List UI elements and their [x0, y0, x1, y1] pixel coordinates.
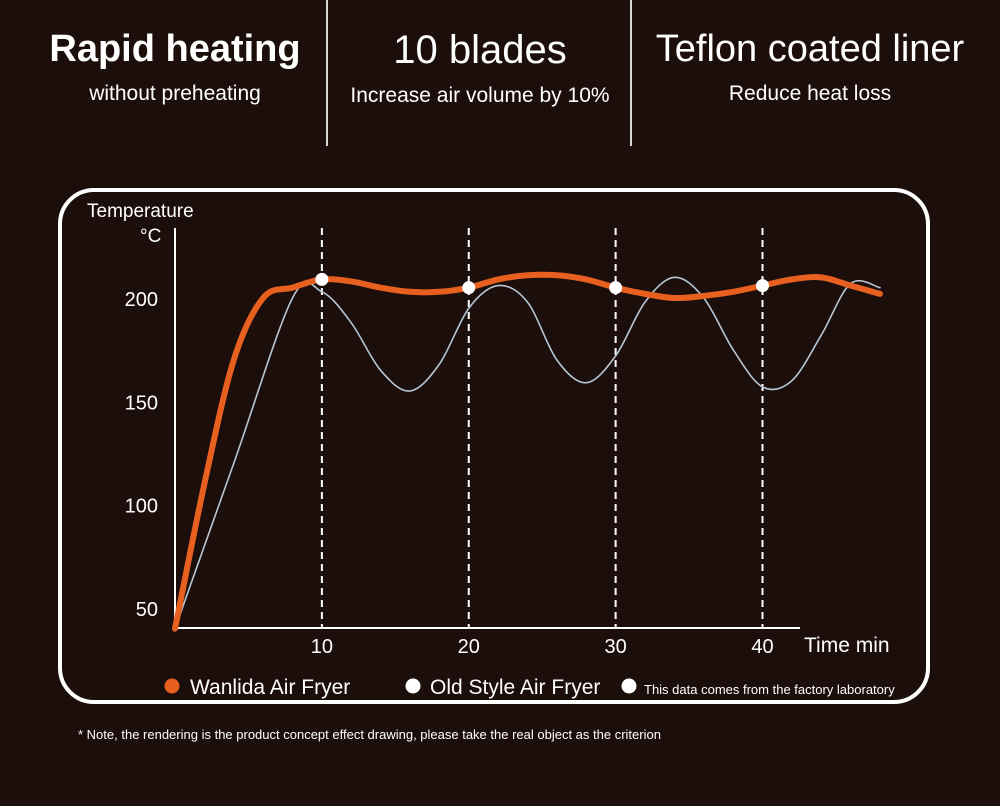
feature-title: Teflon coated liner: [655, 28, 965, 70]
feature-subtitle: without preheating: [89, 82, 261, 105]
x-tick-label: 40: [751, 636, 773, 658]
feature-title: Rapid heating: [49, 28, 301, 70]
y-tick-label: 150: [125, 392, 158, 414]
legend-label: This data comes from the factory laborat…: [644, 682, 895, 697]
legend-dot: [621, 678, 637, 694]
data-marker-dot: [756, 279, 769, 293]
chart-markers: [315, 272, 769, 295]
divider-1: [326, 0, 328, 146]
data-marker-dot: [462, 281, 476, 295]
feature-teflon-liner: Teflon coated liner Reduce heat loss: [640, 30, 980, 106]
series-line-old-style: [174, 276, 881, 630]
chart-labels: Temperature °C Time min 50 100 150 200 10 20 30 40: [87, 201, 890, 658]
x-tick-label: 20: [458, 636, 480, 658]
data-marker-dot: [315, 272, 329, 286]
marker-lines: [320, 228, 764, 628]
x-axis-title: Time min: [804, 634, 890, 657]
x-tick-label: 30: [605, 636, 627, 658]
chart-axes: [174, 228, 800, 629]
feature-title: 10 blades: [393, 28, 567, 72]
legend-dot: [405, 678, 421, 694]
y-tick-label: 100: [125, 496, 158, 518]
feature-subtitle: Increase air volume by 10%: [350, 84, 610, 107]
footnote: * Note, the rendering is the product con…: [78, 727, 661, 742]
y-tick-label: 50: [136, 599, 158, 621]
chart-legend: Wanlida Air Fryer Old Style Air Fryer This…: [164, 676, 895, 699]
feature-rapid-heating: Rapid heating without preheating: [40, 30, 310, 106]
y-axis-title: Temperature: [87, 201, 194, 222]
y-axis-unit: °C: [140, 226, 161, 247]
x-tick-label: 10: [311, 636, 333, 658]
data-marker-dot: [609, 281, 623, 295]
chart-series: [172, 271, 883, 632]
y-tick-label: 200: [125, 289, 158, 311]
divider-2: [630, 0, 632, 146]
feature-blades: 10 blades Increase air volume by 10%: [330, 30, 630, 108]
legend-dot: [164, 678, 180, 694]
chart-frame: [58, 188, 930, 704]
legend-label: Old Style Air Fryer: [430, 676, 600, 699]
feature-subtitle: Reduce heat loss: [728, 82, 892, 105]
legend-label: Wanlida Air Fryer: [190, 676, 350, 699]
